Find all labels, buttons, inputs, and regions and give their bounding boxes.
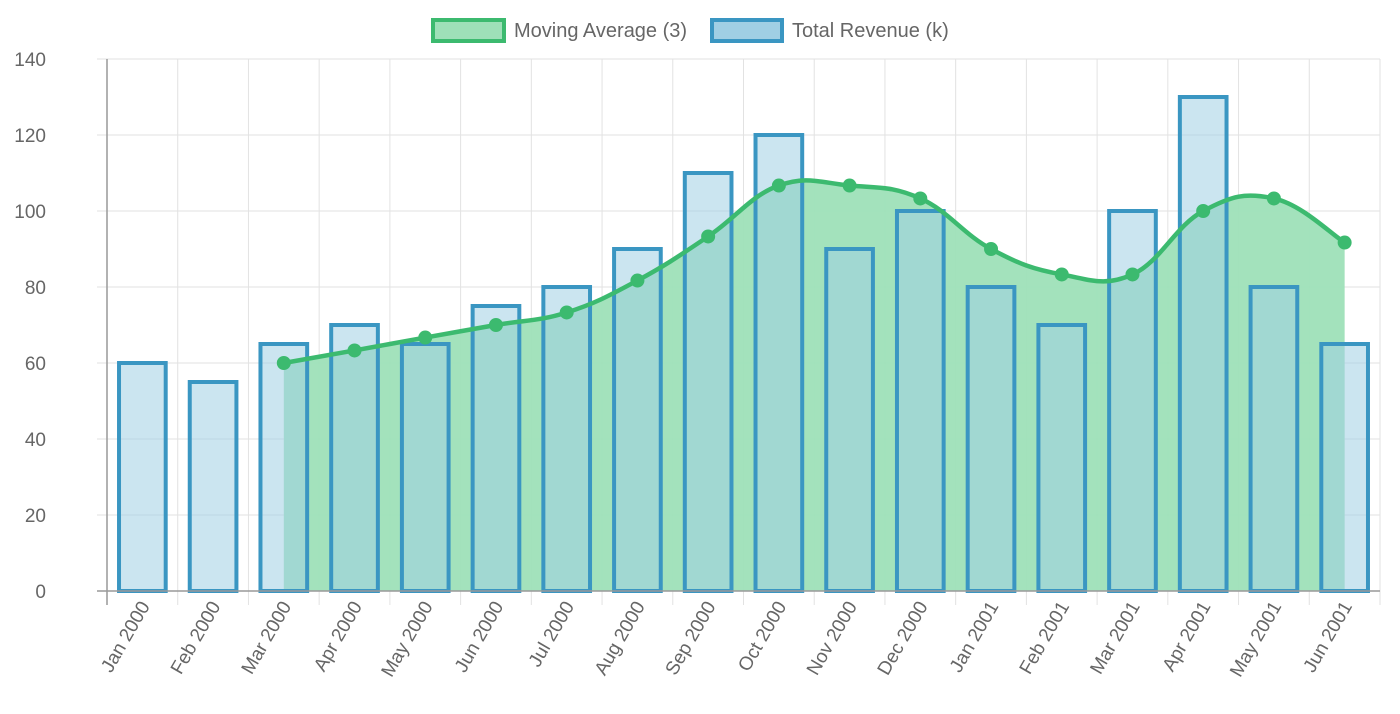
bar-jun-2000[interactable]	[470, 304, 522, 593]
legend-item-total-revenue[interactable]: Total Revenue (k)	[710, 18, 949, 43]
legend-item-moving-average[interactable]: Moving Average (3)	[431, 18, 687, 43]
y-tick-label: 20	[25, 506, 46, 527]
y-tick-label: 140	[14, 50, 46, 71]
bar-jul-2000[interactable]	[541, 285, 593, 593]
legend-swatch-moving-average	[431, 18, 506, 43]
x-axis-ticks: Jan 2000 Feb 2000 Mar 2000 Apr 2000 May 2000…	[97, 598, 1357, 681]
bar-aug-2000[interactable]	[612, 247, 663, 593]
bar-jun-2001[interactable]	[1319, 342, 1370, 593]
legend: Moving Average (3) Total Revenue (k)	[431, 18, 949, 43]
point-jan-2001[interactable]	[984, 242, 999, 256]
bar-may-2001[interactable]	[1248, 285, 1300, 593]
x-tick-label: Mar 2000	[238, 598, 296, 678]
x-tick-label: Feb 2001	[1016, 598, 1074, 678]
revenue-bars	[117, 95, 1370, 593]
point-nov-2000[interactable]	[842, 178, 857, 193]
point-aug-2000[interactable]	[630, 273, 645, 288]
bar-feb-2001[interactable]	[1036, 323, 1088, 593]
x-tick-label: Mar 2001	[1086, 598, 1144, 678]
bar-mar-2000[interactable]	[258, 342, 310, 593]
bar-apr-2001[interactable]	[1177, 95, 1229, 593]
point-jun-2000[interactable]	[488, 318, 503, 332]
moving-average-line	[281, 178, 1347, 366]
bar-may-2000[interactable]	[399, 342, 451, 593]
bar-feb-2000[interactable]	[187, 380, 239, 593]
point-mar-2001[interactable]	[1125, 267, 1140, 282]
legend-label-moving-average: Moving Average (3)	[514, 20, 687, 42]
x-tick-label: Feb 2000	[167, 598, 225, 678]
point-dec-2000[interactable]	[913, 191, 928, 206]
x-tick-label: Oct 2000	[734, 598, 791, 675]
point-apr-2000[interactable]	[347, 343, 362, 358]
x-tick-label: Jan 2001	[946, 598, 1003, 676]
x-tick-label: May 2001	[1226, 598, 1286, 681]
y-tick-label: 0	[35, 582, 46, 603]
y-tick-label: 40	[25, 430, 46, 451]
y-tick-label: 100	[14, 202, 46, 223]
x-tick-label: Dec 2000	[874, 598, 933, 679]
point-feb-2001[interactable]	[1054, 267, 1069, 282]
x-tick-label: Aug 2000	[591, 598, 650, 679]
x-tick-label: Jun 2000	[451, 598, 508, 676]
point-jul-2000[interactable]	[559, 305, 574, 320]
x-tick-label: Apr 2000	[310, 598, 367, 675]
point-mar-2000[interactable]	[276, 356, 291, 370]
x-tick-label: Jul 2000	[525, 598, 579, 671]
y-tick-label: 80	[25, 278, 46, 299]
moving-average-points	[276, 178, 1352, 370]
bar-jan-2001[interactable]	[965, 285, 1017, 593]
point-jun-2001[interactable]	[1337, 235, 1352, 250]
bar-dec-2000[interactable]	[894, 209, 946, 593]
point-sep-2000[interactable]	[701, 229, 716, 244]
point-may-2000[interactable]	[418, 330, 433, 345]
legend-label-total-revenue: Total Revenue (k)	[792, 20, 949, 42]
x-tick-label: May 2000	[378, 598, 438, 681]
moving-average-path	[281, 178, 1347, 366]
x-tick-label: Nov 2000	[803, 598, 862, 679]
bar-apr-2000[interactable]	[329, 323, 380, 593]
legend-swatch-total-revenue	[710, 18, 784, 43]
bar-jan-2000[interactable]	[117, 361, 168, 593]
x-tick-label: Apr 2001	[1159, 598, 1216, 675]
bar-nov-2000[interactable]	[824, 247, 875, 593]
x-tick-label: Jun 2001	[1300, 598, 1357, 676]
x-tick-label: Sep 2000	[662, 598, 721, 679]
point-may-2001[interactable]	[1266, 191, 1281, 206]
bar-oct-2000[interactable]	[753, 133, 805, 593]
axes	[97, 59, 1380, 605]
y-axis-ticks: 0 20 40 60 80 100 120 140	[14, 50, 46, 603]
y-tick-label: 60	[25, 354, 46, 375]
x-tick-label: Jan 2000	[97, 598, 154, 676]
point-oct-2000[interactable]	[771, 178, 786, 193]
y-tick-label: 120	[14, 126, 46, 147]
point-apr-2001[interactable]	[1196, 204, 1211, 218]
